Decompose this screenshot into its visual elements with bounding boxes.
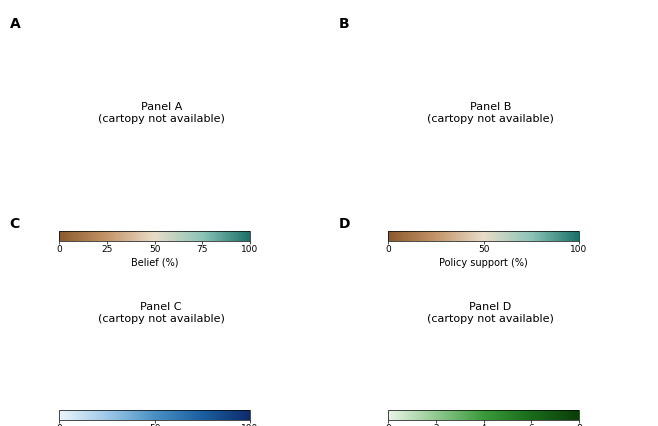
Text: Policy support (%): Policy support (%) bbox=[440, 258, 528, 268]
Text: Panel C
(cartopy not available): Panel C (cartopy not available) bbox=[98, 302, 224, 324]
Text: Panel A
(cartopy not available): Panel A (cartopy not available) bbox=[98, 102, 224, 124]
Text: C: C bbox=[10, 217, 20, 231]
Text: Panel B
(cartopy not available): Panel B (cartopy not available) bbox=[427, 102, 553, 124]
Text: A: A bbox=[10, 17, 20, 31]
Text: Panel D
(cartopy not available): Panel D (cartopy not available) bbox=[427, 302, 553, 324]
Text: Belief (%): Belief (%) bbox=[131, 258, 178, 268]
Text: B: B bbox=[339, 17, 349, 31]
Text: D: D bbox=[339, 217, 350, 231]
